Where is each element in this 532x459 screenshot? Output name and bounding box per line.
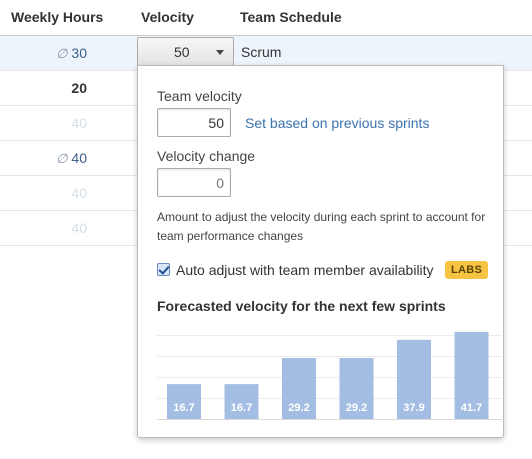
auto-adjust-label[interactable]: Auto adjust with team member availabilit…	[176, 262, 434, 278]
weekly-hours-value: 40	[71, 220, 87, 236]
chart-bar-label: 29.2	[346, 402, 367, 414]
weekly-hours-cell[interactable]: 40	[71, 185, 87, 201]
velocity-change-input[interactable]	[157, 168, 231, 197]
chevron-down-icon	[216, 50, 224, 55]
chart-bar	[224, 384, 259, 419]
column-header-weekly-hours[interactable]: Weekly Hours	[11, 9, 104, 25]
chart-title: Forecasted velocity for the next few spr…	[157, 298, 446, 314]
weekly-hours-cell[interactable]: ∅ 30	[56, 45, 87, 62]
chart-bar	[339, 358, 374, 419]
team-schedule-value[interactable]: Scrum	[241, 44, 282, 60]
forecast-velocity-chart: 16.7 16.7 29.2 29.2 37.9 41.7	[157, 331, 502, 420]
empty-set-icon: ∅	[56, 151, 68, 166]
chart-bar	[282, 358, 316, 419]
weekly-hours-cell[interactable]: 20	[71, 80, 87, 96]
weekly-hours-cell[interactable]: ∅ 40	[56, 150, 87, 167]
chart-bar	[454, 331, 489, 419]
chart-bar-label: 16.7	[231, 402, 252, 414]
chart-bar	[167, 384, 201, 419]
labs-badge: LABS	[445, 261, 489, 279]
set-based-on-previous-sprints-link[interactable]: Set based on previous sprints	[245, 115, 430, 131]
column-header-team-schedule[interactable]: Team Schedule	[240, 9, 342, 25]
velocity-change-help-text: Amount to adjust the velocity during eac…	[157, 210, 486, 243]
chart-bar-label: 16.7	[173, 402, 194, 414]
weekly-hours-cell[interactable]: 40	[71, 220, 87, 236]
velocity-dropdown-value: 50	[174, 44, 190, 60]
team-velocity-label: Team velocity	[157, 88, 242, 104]
velocity-dropdown[interactable]: 50	[137, 37, 234, 66]
table-header: Weekly Hours Velocity Team Schedule	[0, 0, 532, 36]
auto-adjust-checkbox[interactable]	[157, 263, 170, 276]
chart-bar-label: 37.9	[403, 402, 424, 414]
weekly-hours-value: 30	[71, 45, 87, 61]
velocity-change-label: Velocity change	[157, 148, 256, 164]
chart-bar-label: 29.2	[288, 402, 309, 414]
weekly-hours-cell[interactable]: 40	[71, 115, 87, 131]
empty-set-icon: ∅	[56, 46, 68, 61]
weekly-hours-value: 40	[71, 150, 87, 166]
weekly-hours-value: 20	[71, 80, 87, 96]
velocity-popup: Team velocity Set based on previous spri…	[137, 65, 504, 438]
column-header-velocity[interactable]: Velocity	[141, 9, 194, 25]
weekly-hours-value: 40	[71, 185, 87, 201]
chart-bar-label: 41.7	[461, 402, 482, 414]
chart-bar	[397, 339, 431, 419]
team-velocity-input[interactable]	[157, 108, 231, 137]
weekly-hours-value: 40	[71, 115, 87, 131]
